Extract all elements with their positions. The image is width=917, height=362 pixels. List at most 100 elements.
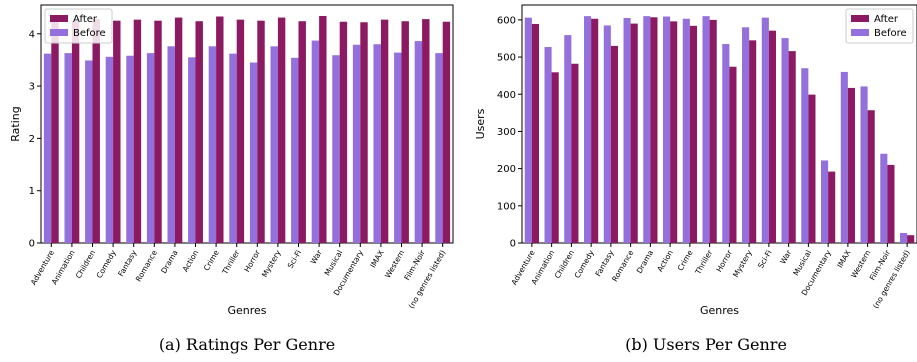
bar-before	[435, 53, 443, 243]
bar-after	[907, 235, 915, 243]
bar-before	[682, 18, 690, 244]
bar-after	[650, 17, 658, 243]
x-tick-label: Mystery	[260, 248, 283, 279]
x-tick-label: Action	[655, 248, 675, 273]
bar-after	[257, 20, 265, 244]
bar-before	[524, 17, 532, 243]
bar-before	[821, 160, 829, 243]
bar-before	[85, 60, 93, 244]
legend-label-after: After	[874, 14, 899, 25]
bar-after	[531, 23, 539, 244]
bar-before	[373, 44, 381, 243]
bar-after	[709, 19, 717, 243]
bar-after	[689, 25, 697, 244]
bar-before	[332, 55, 340, 243]
bar-before	[229, 53, 237, 244]
bar-before	[761, 17, 769, 243]
bar-before	[291, 57, 299, 244]
bar-before	[564, 35, 572, 244]
bar-before	[603, 25, 611, 243]
bar-before	[623, 18, 631, 243]
x-tick-label: Crime	[676, 248, 695, 272]
bar-before	[126, 55, 134, 243]
plot-frame	[40, 4, 454, 244]
x-tick-label: War	[309, 248, 325, 266]
y-tick-label: 200	[497, 164, 516, 175]
bar-before	[722, 44, 730, 243]
bar-after	[768, 30, 776, 243]
bar-after	[298, 21, 306, 243]
bar-before	[584, 16, 592, 243]
y-tick-label: 100	[497, 201, 516, 212]
bar-before	[208, 46, 217, 244]
bar-after	[360, 22, 368, 244]
legend-label-before: Before	[73, 28, 106, 39]
y-tick-label: 4	[29, 29, 35, 40]
bar-before	[167, 46, 175, 244]
x-tick-label: Thriller	[693, 248, 715, 277]
bar-after	[828, 171, 836, 243]
bar-after	[610, 45, 618, 243]
x-tick-label: Comedy	[95, 248, 119, 280]
bar-before	[249, 62, 258, 244]
bar-before	[64, 53, 72, 243]
chart-caption: (a) Ratings Per Genre	[159, 335, 335, 354]
bar-after	[571, 63, 579, 243]
x-tick-label: Horror	[242, 248, 262, 274]
x-tick-label: Action	[181, 248, 201, 273]
bar-before	[43, 53, 52, 244]
bar-before	[394, 52, 402, 243]
bar-after	[277, 17, 286, 243]
bar-before	[781, 38, 789, 243]
x-tick-label: War	[778, 248, 794, 266]
bar-after	[236, 19, 245, 244]
bar-after	[422, 19, 430, 243]
x-tick-label: IMAX	[835, 249, 852, 270]
bar-after	[71, 21, 80, 243]
x-tick-label: Comedy	[573, 248, 597, 280]
bar-before	[544, 47, 552, 243]
x-tick-label: Drama	[635, 249, 655, 275]
x-tick-label: Horror	[714, 248, 734, 274]
x-axis-label: Genres	[700, 304, 739, 317]
x-tick-label: Musical	[323, 249, 345, 278]
bar-after	[749, 40, 757, 243]
bar-before	[311, 40, 320, 243]
bar-before	[105, 56, 114, 244]
bar-after	[630, 23, 638, 243]
bar-after	[113, 20, 121, 244]
y-tick-label: 3	[29, 82, 35, 93]
chart-ratings: 01234AdventureAnimationChildrenComedyFan…	[9, 4, 454, 354]
y-axis-label: Users	[474, 108, 487, 139]
bar-after	[92, 19, 100, 243]
y-tick-label: 0	[29, 239, 35, 250]
bar-before	[840, 71, 848, 243]
legend: After Before	[845, 8, 914, 44]
legend-swatch-after	[50, 15, 68, 22]
bar-after	[319, 15, 327, 243]
bar-before	[900, 232, 908, 243]
bar-after	[670, 21, 678, 243]
bar-before	[352, 44, 361, 243]
bar-after	[887, 164, 895, 243]
y-tick-label: 0	[510, 239, 516, 250]
bar-after	[551, 72, 559, 243]
x-tick-label: Fantasy	[116, 248, 139, 278]
bar-after	[216, 16, 224, 244]
bar-before	[146, 53, 155, 243]
bar-before	[663, 16, 671, 244]
x-tick-label: IMAX	[368, 249, 385, 270]
bar-after	[808, 94, 816, 243]
bar-after	[133, 19, 142, 244]
chart-users: 0100200300400500600AdventureAnimationChi…	[474, 4, 917, 354]
legend-swatch-before	[851, 29, 869, 36]
x-tick-label: Crime	[202, 248, 221, 272]
bar-after	[195, 21, 203, 243]
bar-before	[643, 16, 651, 243]
bar-after	[442, 21, 451, 243]
x-tick-label: Sci-Fi	[286, 249, 304, 270]
legend-swatch-after	[851, 15, 869, 22]
x-tick-label: Thriller	[220, 248, 242, 277]
legend-label-before: Before	[874, 28, 907, 39]
